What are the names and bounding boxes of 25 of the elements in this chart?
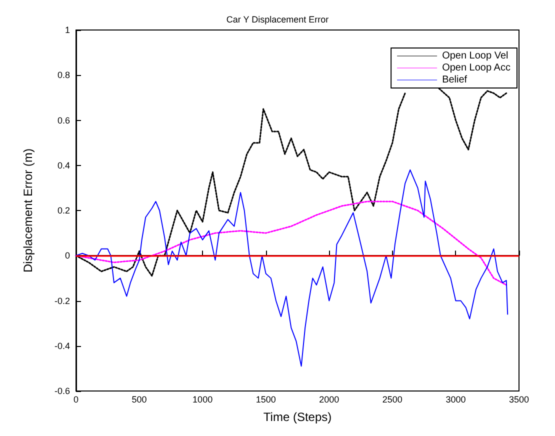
y-tick-label: 0 xyxy=(64,250,70,261)
x-axis-title: Time (Steps) xyxy=(263,410,332,424)
x-tick-label: 0 xyxy=(73,394,79,404)
x-tick-label: 2000 xyxy=(319,394,340,404)
x-tick-label: 500 xyxy=(132,394,147,404)
y-tick-label: 0.4 xyxy=(57,160,70,170)
x-tick-label: 3500 xyxy=(508,394,530,404)
legend-label: Open Loop Acc xyxy=(442,62,510,74)
chart-title: Car Y Displacement Error xyxy=(226,14,329,24)
x-tick-label: 1000 xyxy=(192,394,213,404)
x-tick-label: 1500 xyxy=(256,394,276,404)
x-tick-label: 3000 xyxy=(446,394,466,404)
legend-label: Belief xyxy=(442,74,468,86)
y-tick-label: 0.6 xyxy=(57,115,70,126)
y-tick-label: -0.2 xyxy=(54,296,70,306)
y-tick-label: -0.4 xyxy=(54,340,70,351)
line-series xyxy=(75,200,508,286)
x-tick-label: 2500 xyxy=(382,394,402,404)
y-tick-label: 0.2 xyxy=(57,206,70,216)
y-tick-label: -0.6 xyxy=(54,386,70,396)
y-tick-label: 0.8 xyxy=(57,70,70,80)
y-axis-title: Displacement Error (m) xyxy=(21,148,35,273)
y-tick-label: 1 xyxy=(64,25,70,35)
line-series xyxy=(76,169,508,367)
legend-label: Open Loop Vel xyxy=(442,50,508,62)
